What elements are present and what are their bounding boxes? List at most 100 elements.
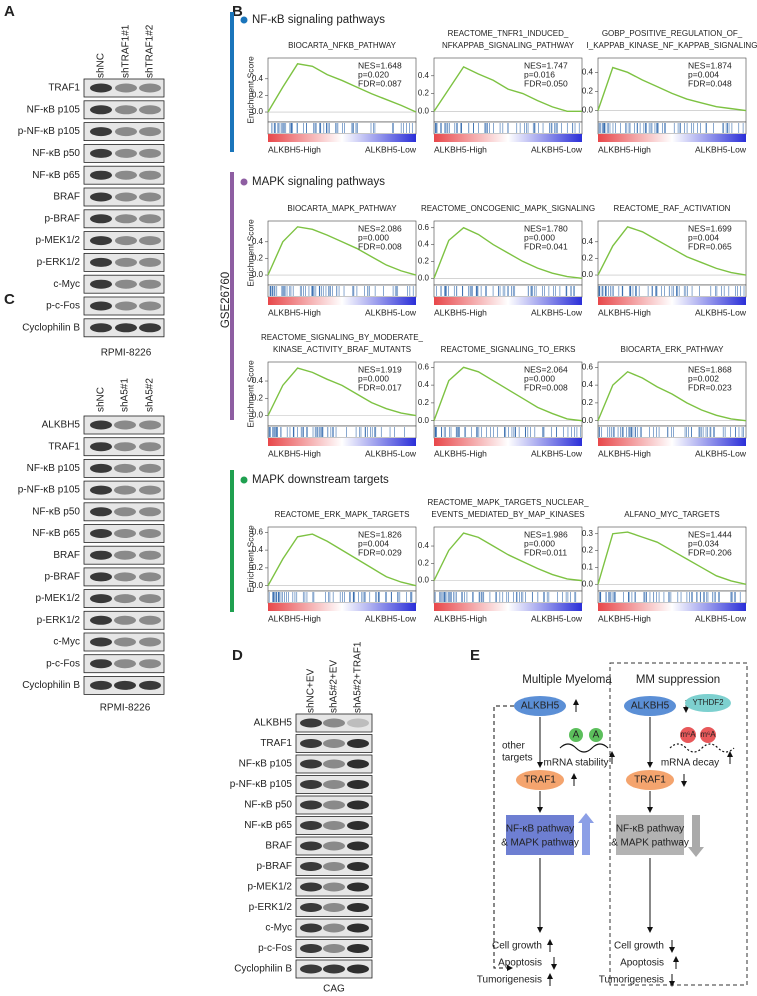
blot-band	[300, 903, 322, 912]
group-title: MAPK signaling pathways	[252, 176, 385, 188]
blot-label: BRAF	[53, 550, 80, 561]
rank-low-label: ALKBH5-High	[268, 144, 321, 154]
blot-band	[90, 485, 112, 495]
plot-stat: NES=1.919	[358, 364, 402, 374]
rank-gradient	[268, 603, 416, 611]
outcome-label: Cell growth	[614, 941, 664, 952]
blot-band	[90, 680, 112, 690]
blot-band	[323, 739, 345, 748]
y-tick-label: 0.6	[418, 223, 430, 232]
lane-label: shA5#2+EV	[329, 660, 340, 713]
blot-label: c-Myc	[53, 279, 80, 290]
pathway-label: & MAPK pathway	[501, 838, 579, 849]
blot-frame	[83, 654, 165, 674]
y-tick-label: 0.2	[582, 546, 594, 555]
plot-stat: FDR=0.029	[358, 547, 402, 557]
y-tick-label: 0.0	[252, 581, 264, 590]
plot-stat: p=0.002	[688, 373, 719, 383]
plot-stat: p=0.016	[524, 69, 555, 79]
blot-band	[90, 550, 112, 560]
blot-label: p-BRAF	[256, 861, 292, 872]
blot-label: p-MEK1/2	[36, 235, 81, 246]
blot-label: p-MEK1/2	[36, 593, 81, 604]
rank-gradient	[598, 134, 746, 142]
blot-frame	[83, 122, 165, 141]
m6a-site	[680, 727, 696, 743]
plot-stat: FDR=0.041	[524, 241, 568, 251]
gene-node	[514, 696, 566, 716]
y-tick-label: 0.4	[418, 71, 430, 80]
blot-band	[90, 323, 112, 333]
model-title: MM suppression	[636, 674, 720, 686]
blot-label: TRAF1	[48, 83, 80, 94]
blot-label: NF-κB p65	[244, 820, 292, 831]
blot-label: c-Myc	[53, 637, 80, 648]
plot-stat: FDR=0.008	[524, 382, 568, 392]
plot-stat: FDR=0.008	[358, 241, 402, 251]
rank-high-label: ALKBH5-Low	[695, 307, 747, 317]
group-dot	[240, 16, 248, 24]
plot-title: REACTOME_ONCOGENIC_MAPK_SIGNALING	[421, 204, 595, 213]
blot-band	[323, 903, 345, 912]
cell-line: CAG	[323, 984, 345, 995]
blot-band	[139, 301, 161, 311]
blot-band	[300, 780, 322, 789]
y-tick-label: 0.2	[252, 91, 264, 100]
y-tick-label: 0.3	[582, 529, 594, 538]
group-dot	[240, 178, 248, 186]
plot-stat: NES=1.986	[524, 529, 568, 539]
blot-band	[114, 659, 136, 669]
plot-title: GOBP_POSITIVE_REGULATION_OF_	[602, 29, 743, 38]
blot-label: p-BRAF	[44, 213, 80, 224]
blot-label: p-NF-κB p105	[18, 485, 81, 496]
blot-frame	[83, 231, 165, 251]
plot-stat: FDR=0.206	[688, 547, 732, 557]
blot-band	[90, 257, 112, 267]
enrichment-curve	[267, 226, 417, 276]
rank-low-label: ALKBH5-High	[434, 144, 487, 154]
y-tick-label: 0.2	[252, 393, 264, 402]
blot-frame	[83, 437, 165, 457]
blot-band	[114, 594, 136, 604]
blot-band	[139, 105, 161, 115]
gene-label: ALKBH5	[521, 701, 560, 712]
blot-band	[139, 236, 161, 246]
blot-band	[139, 127, 161, 137]
blot-band	[347, 923, 369, 933]
dataset-label: GSE26760	[220, 272, 232, 328]
rank-high-label: ALKBH5-Low	[695, 613, 747, 623]
blot-label: p-MEK1/2	[248, 882, 293, 893]
plot-title: ALFANO_MYC_TARGETS	[624, 510, 719, 519]
y-tick-label: 0.2	[582, 254, 594, 263]
blot-band	[323, 718, 345, 728]
plot-title: REACTOME_SIGNALING_TO_ERKS	[441, 345, 576, 354]
blot-band	[139, 442, 161, 452]
blot-label: BRAF	[53, 192, 80, 203]
blot-label: p-NF-κB p105	[230, 779, 293, 790]
group-bar	[230, 172, 234, 420]
plot-stat: p=0.000	[524, 373, 555, 383]
blot-band	[139, 192, 161, 202]
blot-band	[114, 420, 136, 430]
y-tick-label: 0.2	[252, 254, 264, 263]
blot-band	[347, 841, 369, 851]
plot-stat: FDR=0.087	[358, 78, 402, 88]
rank-gradient	[268, 297, 416, 305]
blot-frame	[83, 274, 165, 294]
plot-stat: p=0.000	[524, 232, 555, 242]
y-tick-label: 0.2	[582, 87, 594, 96]
rank-low-label: ALKBH5-High	[268, 307, 321, 317]
a-site	[589, 728, 603, 742]
blot-label: NF-κB p50	[32, 148, 80, 159]
y-tick-label: 0.0	[418, 106, 430, 115]
blot-band	[323, 821, 345, 830]
blot-frame	[83, 143, 165, 163]
blot-band	[115, 236, 137, 246]
plot-stat: NES=1.780	[524, 223, 568, 233]
rank-low-label: ALKBH5-High	[598, 307, 651, 317]
rank-high-label: ALKBH5-Low	[531, 448, 583, 458]
dashed-link	[493, 705, 514, 971]
y-tick-label: 0.0	[582, 270, 594, 279]
y-tick-label: 0.0	[582, 416, 594, 425]
